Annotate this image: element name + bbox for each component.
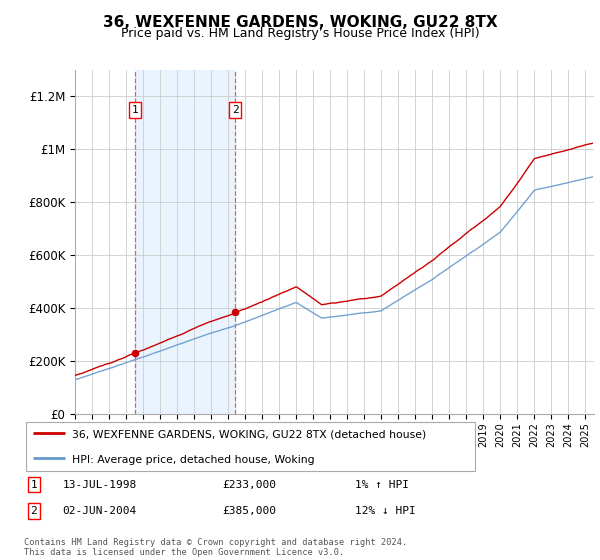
Text: 1% ↑ HPI: 1% ↑ HPI	[355, 480, 409, 489]
Text: 1: 1	[31, 480, 37, 489]
Text: 36, WEXFENNE GARDENS, WOKING, GU22 8TX (detached house): 36, WEXFENNE GARDENS, WOKING, GU22 8TX (…	[72, 430, 426, 440]
Text: HPI: Average price, detached house, Woking: HPI: Average price, detached house, Woki…	[72, 455, 314, 465]
Text: Contains HM Land Registry data © Crown copyright and database right 2024.
This d: Contains HM Land Registry data © Crown c…	[24, 538, 407, 557]
Text: 02-JUN-2004: 02-JUN-2004	[62, 506, 137, 516]
Text: 13-JUL-1998: 13-JUL-1998	[62, 480, 137, 489]
Text: Price paid vs. HM Land Registry’s House Price Index (HPI): Price paid vs. HM Land Registry’s House …	[121, 27, 479, 40]
Text: £233,000: £233,000	[223, 480, 277, 489]
Text: £385,000: £385,000	[223, 506, 277, 516]
Text: 2: 2	[31, 506, 37, 516]
Text: 36, WEXFENNE GARDENS, WOKING, GU22 8TX: 36, WEXFENNE GARDENS, WOKING, GU22 8TX	[103, 15, 497, 30]
Text: 1: 1	[132, 105, 139, 115]
Bar	[135, 70, 235, 414]
Text: 12% ↓ HPI: 12% ↓ HPI	[355, 506, 416, 516]
FancyBboxPatch shape	[26, 422, 475, 471]
Text: 2: 2	[232, 105, 239, 115]
